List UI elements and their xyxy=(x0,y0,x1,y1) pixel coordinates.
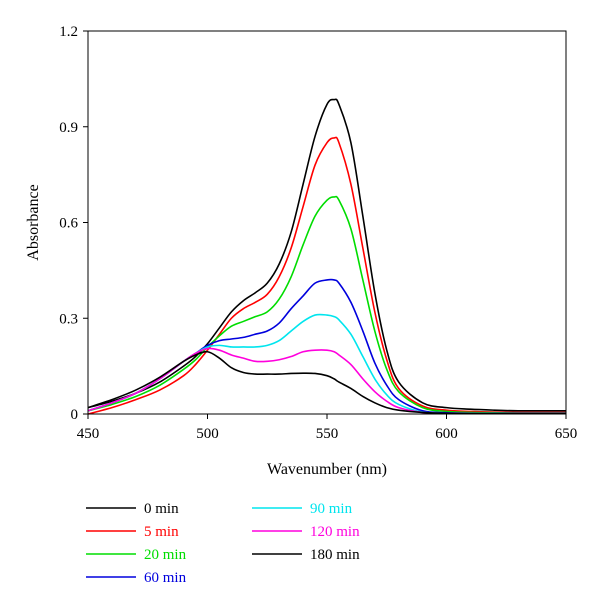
series-line-4 xyxy=(87,313,566,415)
legend-label-5: 120 min xyxy=(310,524,360,540)
x-tick-label-600: 600 xyxy=(435,426,458,442)
x-tick-label-550: 550 xyxy=(316,426,339,442)
ticks-layer: 450 500 550 600 650 0 0.3 0.6 0.9 1.2 xyxy=(59,24,577,442)
plot-frame xyxy=(87,30,567,415)
legend-label-2: 20 min xyxy=(144,547,187,563)
y-tick-label-1.2: 1.2 xyxy=(59,24,78,40)
legend-label-1: 5 min xyxy=(144,524,179,540)
series-line-2 xyxy=(87,195,566,414)
series-line-1 xyxy=(87,136,566,415)
y-axis-title: Absorbance xyxy=(25,184,42,260)
y-tick-label-0.9: 0.9 xyxy=(59,120,78,136)
x-tick-label-450: 450 xyxy=(77,426,100,442)
legend-label-6: 180 min xyxy=(310,547,360,563)
y-tick-label-0.6: 0.6 xyxy=(59,216,78,232)
series-line-0 xyxy=(87,98,566,412)
x-axis-title: Wavenumber (nm) xyxy=(267,461,387,478)
series-layer xyxy=(87,98,566,415)
legend: 0 min 5 min 20 min 60 min 90 min 120 min 180 m… xyxy=(86,501,360,586)
legend-label-4: 90 min xyxy=(310,501,353,517)
y-tick-label-0: 0 xyxy=(71,407,79,423)
series-line-6 xyxy=(87,350,566,415)
y-tick-label-0.3: 0.3 xyxy=(59,311,78,327)
legend-label-3: 60 min xyxy=(144,570,187,586)
legend-label-0: 0 min xyxy=(144,501,179,517)
series-line-5 xyxy=(87,347,566,415)
x-tick-label-500: 500 xyxy=(196,426,219,442)
series-line-3 xyxy=(87,278,566,415)
x-tick-label-650: 650 xyxy=(555,426,578,442)
